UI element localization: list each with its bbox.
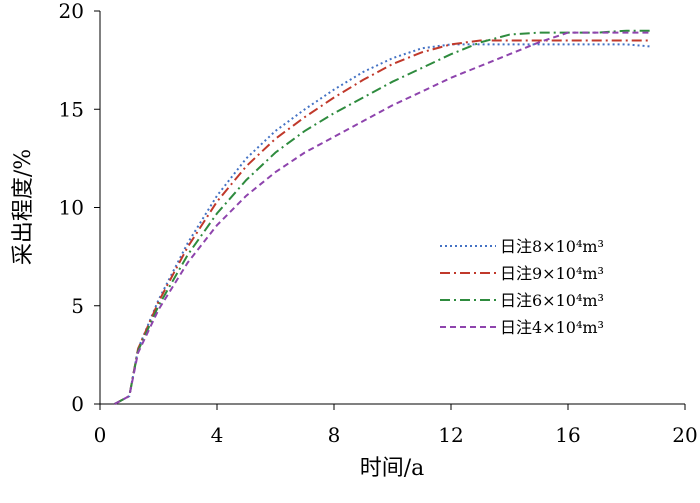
y-axis-ticks: 0 5 10 15 20 — [59, 0, 100, 416]
legend-label: 日注6×10⁴m³ — [500, 291, 604, 310]
series-lines — [114, 29, 650, 405]
y-tick-label: 5 — [71, 294, 84, 318]
x-axis-ticks: 0 4 8 12 16 20 — [94, 404, 698, 447]
x-axis-title: 时间/a — [360, 456, 425, 481]
y-tick-label: 20 — [59, 0, 84, 23]
legend-label: 日注8×10⁴m³ — [500, 237, 604, 256]
plot-frame — [99, 11, 685, 405]
series-line-4 — [114, 31, 650, 405]
x-tick-label: 20 — [672, 423, 697, 447]
y-tick-label: 0 — [71, 392, 84, 416]
y-tick-label: 10 — [59, 196, 84, 220]
y-tick-label: 15 — [59, 97, 84, 121]
x-tick-label: 16 — [555, 423, 580, 447]
legend: 日注8×10⁴m³ 日注9×10⁴m³ 日注6×10⁴m³ 日注4×10⁴m³ — [440, 237, 604, 337]
series-line-3 — [114, 29, 650, 405]
x-tick-label: 12 — [438, 423, 463, 447]
x-tick-label: 4 — [211, 423, 224, 447]
y-axis-title: 采出程度/% — [11, 149, 36, 265]
x-tick-label: 8 — [328, 423, 341, 447]
series-line-2 — [114, 39, 650, 405]
series-line-1 — [114, 43, 650, 405]
legend-label: 日注9×10⁴m³ — [500, 264, 604, 283]
legend-label: 日注4×10⁴m³ — [500, 318, 604, 337]
x-tick-label: 0 — [94, 423, 107, 447]
